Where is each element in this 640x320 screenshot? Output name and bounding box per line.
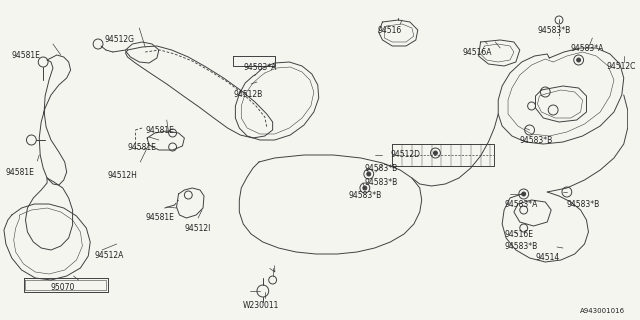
Text: 94512G: 94512G <box>105 35 135 44</box>
Circle shape <box>433 151 437 155</box>
Text: 94512C: 94512C <box>606 62 636 71</box>
Text: 95070: 95070 <box>51 283 76 292</box>
Text: 94583*B: 94583*B <box>365 164 398 173</box>
Circle shape <box>367 172 371 176</box>
Text: 94583*B: 94583*B <box>348 191 381 200</box>
Circle shape <box>522 192 525 196</box>
Text: 94581E: 94581E <box>145 126 174 135</box>
Text: 94512I: 94512I <box>184 224 211 233</box>
Text: 94516E: 94516E <box>504 230 533 239</box>
Text: 94583*A: 94583*A <box>571 44 604 53</box>
Text: 94512H: 94512H <box>108 171 138 180</box>
Text: 94583*B: 94583*B <box>504 242 538 251</box>
Text: 94512A: 94512A <box>94 251 124 260</box>
Text: 94583*B: 94583*B <box>567 200 600 209</box>
Text: 94583*B: 94583*B <box>520 136 553 145</box>
Text: A943001016: A943001016 <box>580 308 625 314</box>
Text: 94581E: 94581E <box>145 213 174 222</box>
Circle shape <box>363 186 367 190</box>
Text: 94512D: 94512D <box>390 150 420 159</box>
Text: 94583*B: 94583*B <box>365 178 398 187</box>
Text: 94514: 94514 <box>536 253 560 262</box>
Text: 94516: 94516 <box>378 26 402 35</box>
Text: 94583*B: 94583*B <box>538 26 571 35</box>
Text: 94581E: 94581E <box>127 143 156 152</box>
Text: 94516A: 94516A <box>463 48 492 57</box>
Text: 94583*A: 94583*A <box>243 63 276 72</box>
Circle shape <box>577 58 580 62</box>
Text: 94512B: 94512B <box>234 90 262 99</box>
Text: 94581E: 94581E <box>12 51 41 60</box>
Text: 94581E: 94581E <box>6 168 35 177</box>
Text: 94583*A: 94583*A <box>504 200 538 209</box>
Text: W230011: W230011 <box>243 301 280 310</box>
